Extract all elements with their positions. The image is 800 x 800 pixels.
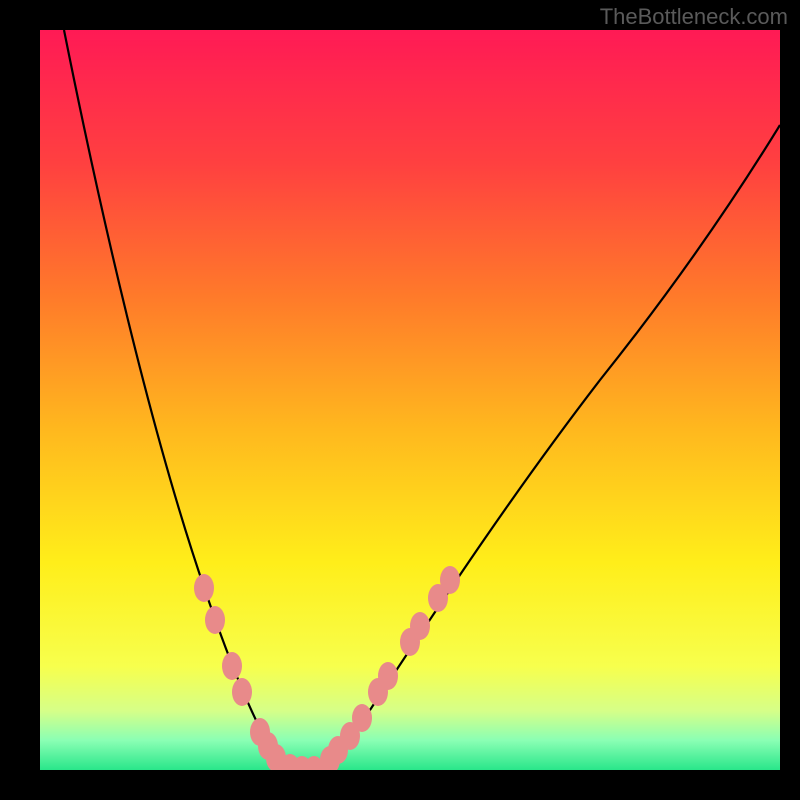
data-marker — [378, 662, 398, 690]
data-marker — [352, 704, 372, 732]
plot-area — [40, 30, 780, 770]
watermark-text: TheBottleneck.com — [600, 4, 788, 30]
data-marker — [222, 652, 242, 680]
data-markers — [194, 566, 460, 770]
data-marker — [205, 606, 225, 634]
data-marker — [410, 612, 430, 640]
data-marker — [232, 678, 252, 706]
data-marker — [194, 574, 214, 602]
data-marker — [440, 566, 460, 594]
curve-left — [64, 30, 298, 770]
curve-layer — [40, 30, 780, 770]
